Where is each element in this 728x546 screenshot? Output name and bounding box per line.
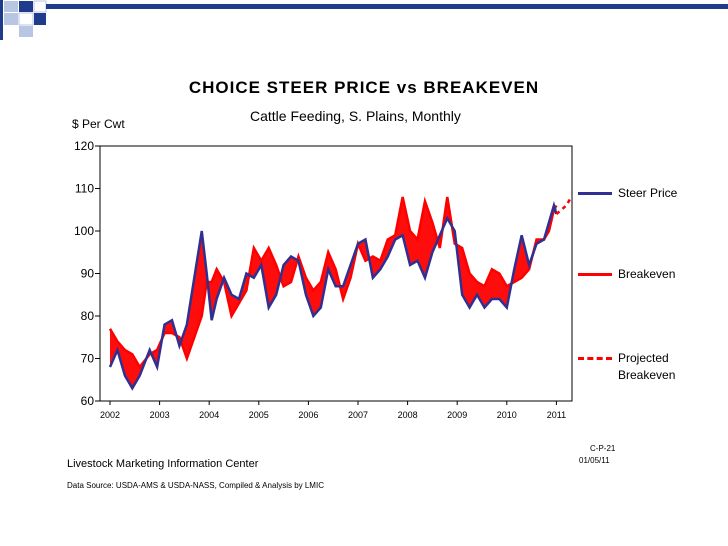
series-projected-breakeven-line [555, 196, 573, 215]
x-tick-label: 2008 [398, 410, 418, 420]
y-axis-label: $ Per Cwt [72, 117, 125, 131]
legend-label-steer: Steer Price [618, 186, 678, 200]
legend-swatch-steer [578, 192, 612, 195]
data-source-note: Data Source: USDA-AMS & USDA-NASS, Compi… [67, 481, 324, 490]
x-tick-label: 2009 [447, 410, 467, 420]
x-tick-label: 2006 [298, 410, 318, 420]
x-tick-label: 2004 [199, 410, 219, 420]
legend-swatch-breakeven [578, 273, 612, 276]
y-tick-label: 70 [81, 352, 95, 366]
chart-date: 01/05/11 [579, 456, 610, 465]
legend-swatch-projected [578, 357, 612, 360]
decorative-header-squares [0, 0, 728, 40]
series-steer-price-line [108, 201, 558, 391]
y-tick-label: 80 [81, 309, 95, 323]
spread-band [110, 197, 557, 389]
x-tick-label: 2011 [547, 410, 566, 420]
y-tick-label: 90 [81, 267, 95, 281]
x-tick-label: 2010 [497, 410, 517, 420]
y-tick-label: 120 [74, 139, 94, 153]
y-tick-label: 110 [75, 182, 94, 196]
series-breakeven-line [108, 196, 558, 370]
chart-subtitle: Cattle Feeding, S. Plains, Monthly [250, 108, 461, 124]
legend-label-projected: Projected Breakeven [618, 351, 676, 382]
x-tick-label: 2003 [150, 410, 170, 420]
x-tick-label: 2002 [100, 410, 120, 420]
chart-code: C-P-21 [590, 444, 616, 453]
x-tick-label: 2005 [249, 410, 269, 420]
y-tick-label: 100 [74, 224, 94, 238]
x-tick-label: 2007 [348, 410, 368, 420]
y-tick-label: 60 [81, 394, 95, 408]
chart-title: CHOICE STEER PRICE vs BREAKEVEN [188, 78, 540, 97]
source-organization: Livestock Marketing Information Center [67, 458, 259, 470]
legend-label-breakeven: Breakeven [618, 267, 676, 281]
